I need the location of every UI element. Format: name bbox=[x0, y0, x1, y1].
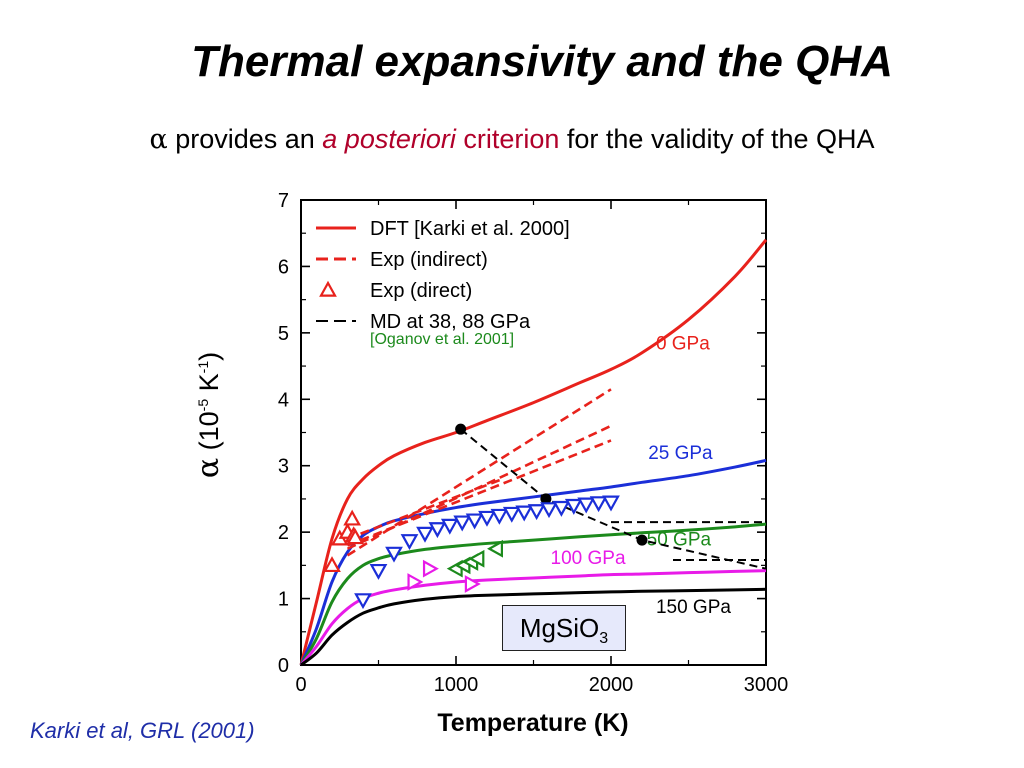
y-tick-label: 3 bbox=[278, 456, 289, 478]
slide-title: Thermal expansivity and the QHA bbox=[191, 37, 893, 86]
exp-direct-marker bbox=[502, 506, 521, 523]
y-tick-label: 7 bbox=[278, 190, 289, 212]
exp-direct-marker bbox=[540, 502, 558, 519]
exp-direct-marker bbox=[464, 575, 481, 593]
exp-indirect-line bbox=[347, 439, 612, 547]
exp-direct-marker bbox=[478, 510, 496, 527]
y-axis-label-close: ) bbox=[194, 351, 224, 361]
slide-subtitle: α provides an a posteriori criterion for… bbox=[0, 122, 1024, 157]
y-tick-label: 4 bbox=[278, 389, 289, 411]
exp-direct-marker bbox=[422, 559, 439, 578]
x-tick-label: 1000 bbox=[434, 674, 479, 696]
exp-direct-marker bbox=[323, 556, 341, 573]
legend-label: [Oganov et al. 2001] bbox=[370, 331, 514, 348]
y-tick-label: 2 bbox=[278, 522, 289, 544]
exp-direct-marker bbox=[552, 500, 571, 517]
series-line-150-gpa bbox=[300, 587, 767, 667]
exp-direct-marker bbox=[577, 497, 596, 514]
series-line-25-gpa bbox=[299, 458, 767, 666]
y-axis-label-text: (10 bbox=[194, 411, 224, 458]
series-line-100-gpa bbox=[299, 569, 767, 666]
compound-label-subscript: 3 bbox=[599, 630, 609, 648]
x-tick-label: 0 bbox=[295, 674, 306, 696]
y-axis-unit: K bbox=[194, 373, 224, 399]
alpha-symbol: α bbox=[149, 124, 168, 155]
legend-label: Exp (direct) bbox=[370, 280, 472, 302]
series-label-150-gpa: 150 GPa bbox=[656, 597, 731, 618]
series-line-0-gpa bbox=[299, 238, 768, 666]
exp-direct-marker bbox=[428, 522, 447, 539]
exp-direct-marker bbox=[354, 593, 372, 610]
exp-direct-marker bbox=[440, 518, 459, 535]
series-label-100-gpa: 100 GPa bbox=[551, 548, 626, 569]
x-axis-label: Temperature (K) bbox=[437, 709, 629, 737]
md-data-point bbox=[636, 534, 648, 546]
y-tick-label: 5 bbox=[278, 323, 289, 345]
subtitle-criterion: criterion bbox=[455, 124, 560, 154]
compound-label: MgSiO bbox=[519, 613, 600, 643]
y-tick-label: 1 bbox=[278, 589, 289, 611]
exp-direct-marker bbox=[400, 534, 419, 551]
exp-direct-marker bbox=[487, 539, 503, 558]
legend-label: DFT [Karki et al. 2000] bbox=[370, 218, 570, 240]
subtitle-emphasis: a posteriori bbox=[322, 124, 456, 154]
exp-indirect-line bbox=[346, 388, 612, 557]
exp-direct-marker bbox=[589, 496, 608, 513]
legend-label: Exp (indirect) bbox=[370, 249, 488, 271]
exp-direct-marker bbox=[346, 528, 365, 545]
citation: Karki et al, GRL (2001) bbox=[30, 718, 255, 743]
x-tick-label: 3000 bbox=[744, 674, 789, 696]
series-line-50-gpa bbox=[299, 522, 767, 666]
series-label-0-gpa: 0 GPa bbox=[656, 333, 710, 354]
x-tick-label: 2000 bbox=[589, 674, 634, 696]
subtitle-text-1: provides an bbox=[167, 124, 323, 154]
legend-triangle-marker bbox=[319, 280, 337, 297]
exp-direct-marker bbox=[416, 526, 434, 543]
exp-direct-marker bbox=[468, 549, 485, 568]
subtitle-text-3: for the validity of the QHA bbox=[559, 124, 875, 154]
exp-direct-marker bbox=[515, 505, 534, 522]
exp-direct-marker bbox=[369, 563, 388, 580]
exp-direct-marker bbox=[490, 508, 509, 525]
series-label-25-gpa: 25 GPa bbox=[648, 443, 713, 464]
exp-direct-marker bbox=[564, 498, 583, 515]
compound-label-box: MgSiO3 bbox=[502, 605, 626, 651]
md-data-point bbox=[540, 493, 552, 505]
exp-direct-marker bbox=[343, 509, 362, 526]
exp-direct-marker bbox=[407, 573, 424, 591]
exp-direct-marker bbox=[602, 495, 620, 512]
series-label-50-gpa: 50 GPa bbox=[647, 529, 712, 550]
md-dashed-line bbox=[460, 428, 767, 570]
exp-direct-marker bbox=[385, 546, 403, 563]
exp-direct-marker bbox=[453, 515, 472, 532]
y-axis-label: α (10-5 K-1) bbox=[188, 351, 226, 479]
y-tick-label: 6 bbox=[278, 256, 289, 278]
md-data-point bbox=[455, 423, 467, 435]
y-axis-exponent: -5 bbox=[195, 398, 211, 412]
y-tick-label: 0 bbox=[278, 655, 289, 677]
y-axis-unit-exponent: -1 bbox=[195, 360, 211, 374]
legend-label: MD at 38, 88 GPa bbox=[370, 311, 531, 333]
exp-direct-marker bbox=[527, 504, 546, 521]
y-axis-alpha-symbol: α bbox=[191, 457, 226, 479]
exp-direct-marker bbox=[465, 513, 484, 530]
